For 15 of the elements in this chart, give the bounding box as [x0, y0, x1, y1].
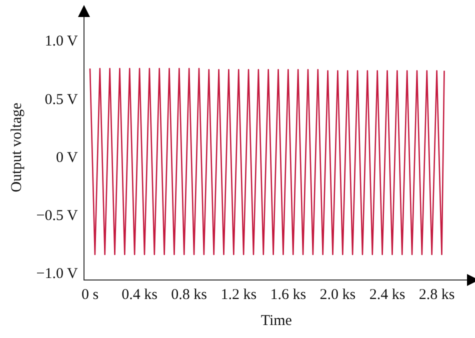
x-tick-label: 1.6 ks [270, 286, 306, 303]
x-tick-label: 2.8 ks [418, 286, 455, 303]
x-tick-label: 0 s [81, 286, 99, 303]
x-tick-label: 2.4 ks [369, 286, 406, 303]
x-tick-label: 0.8 ks [171, 286, 208, 303]
x-tick-label: 2.0 ks [320, 286, 356, 303]
y-tick-label: 1.0 V [44, 34, 78, 50]
x-axis-title: Time [260, 312, 292, 329]
y-axis-title: Output voltage [8, 102, 25, 192]
y-tick-label: −1.0 V [36, 266, 78, 282]
x-tick-label: 1.2 ks [220, 286, 257, 303]
y-tick-label: −0.5 V [36, 208, 78, 224]
y-tick-label: 0 V [56, 150, 78, 166]
y-tick-label: 0.5 V [44, 92, 78, 108]
x-tick-label: 0.4 ks [122, 286, 158, 303]
